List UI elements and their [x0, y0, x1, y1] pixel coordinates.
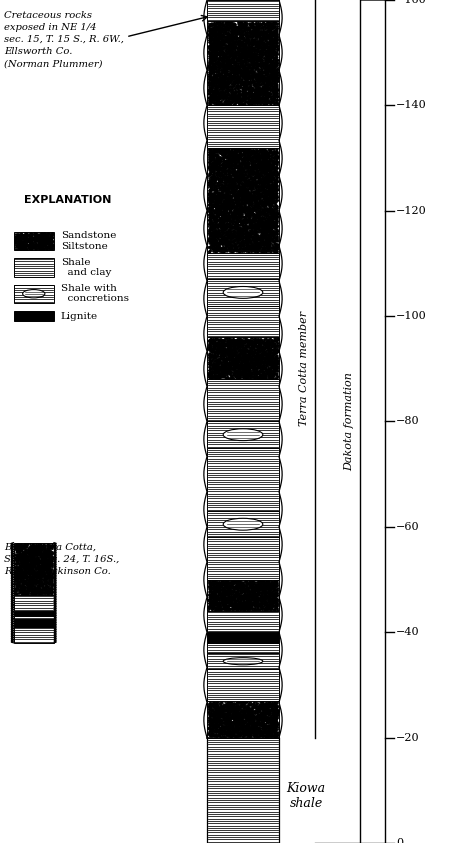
Bar	[14, 284, 54, 303]
Bar	[207, 738, 279, 843]
Text: Shale with
  concretions: Shale with concretions	[61, 284, 129, 303]
Bar	[207, 669, 279, 701]
Text: Shale
  and clay: Shale and clay	[61, 258, 111, 277]
Bar	[207, 448, 279, 511]
Bar	[207, 579, 279, 611]
Bar	[207, 21, 279, 105]
Text: −60: −60	[396, 522, 419, 532]
Text: Dakota formation: Dakota formation	[344, 372, 354, 471]
Bar	[207, 279, 279, 305]
Bar	[14, 232, 54, 250]
Bar	[14, 258, 54, 277]
Bar	[14, 311, 54, 321]
Bar	[14, 616, 54, 619]
Text: Cretaceous rocks
exposed in NE 1/4
sec. 15, T. 15 S., R. 6W.,
Ellsworth Co.
(Nor: Cretaceous rocks exposed in NE 1/4 sec. …	[4, 10, 124, 68]
Text: −120: −120	[396, 206, 427, 216]
Text: −160: −160	[396, 0, 427, 5]
Bar	[207, 642, 279, 653]
Bar	[207, 253, 279, 279]
Bar	[207, 105, 279, 148]
Text: Sandstone
Siltstone: Sandstone Siltstone	[61, 231, 116, 250]
Bar	[14, 627, 54, 642]
Bar	[14, 619, 54, 627]
Bar	[207, 611, 279, 632]
Bar	[207, 422, 279, 448]
Text: EXPLANATION: EXPLANATION	[24, 196, 111, 206]
Bar	[14, 611, 54, 616]
Bar	[207, 305, 279, 337]
Ellipse shape	[223, 287, 263, 298]
Bar	[207, 148, 279, 253]
Text: Basal Terra Cotta,
SE 1/4 sec. 24, T. 16S.,
R. 1E., Dickinson Co.: Basal Terra Cotta, SE 1/4 sec. 24, T. 16…	[4, 543, 120, 576]
Text: −140: −140	[396, 100, 427, 110]
Text: −100: −100	[396, 311, 427, 321]
Bar	[207, 0, 279, 21]
Text: Terra Cotta member: Terra Cotta member	[299, 311, 309, 427]
Text: Kiowa
shale: Kiowa shale	[287, 781, 325, 809]
Text: −80: −80	[396, 416, 419, 427]
Ellipse shape	[22, 290, 45, 298]
Bar	[207, 537, 279, 579]
Bar	[207, 337, 279, 379]
Bar	[207, 653, 279, 669]
Bar	[207, 701, 279, 738]
Bar	[14, 543, 54, 595]
Ellipse shape	[223, 429, 263, 441]
Text: Lignite: Lignite	[61, 312, 98, 320]
Bar	[207, 511, 279, 538]
Bar	[207, 637, 279, 642]
Ellipse shape	[223, 518, 263, 530]
Text: −20: −20	[396, 733, 419, 743]
Text: −40: −40	[396, 627, 419, 637]
Text: 0: 0	[396, 838, 403, 843]
Ellipse shape	[223, 658, 263, 665]
Bar	[207, 379, 279, 422]
Bar	[207, 632, 279, 637]
Bar	[14, 595, 54, 611]
